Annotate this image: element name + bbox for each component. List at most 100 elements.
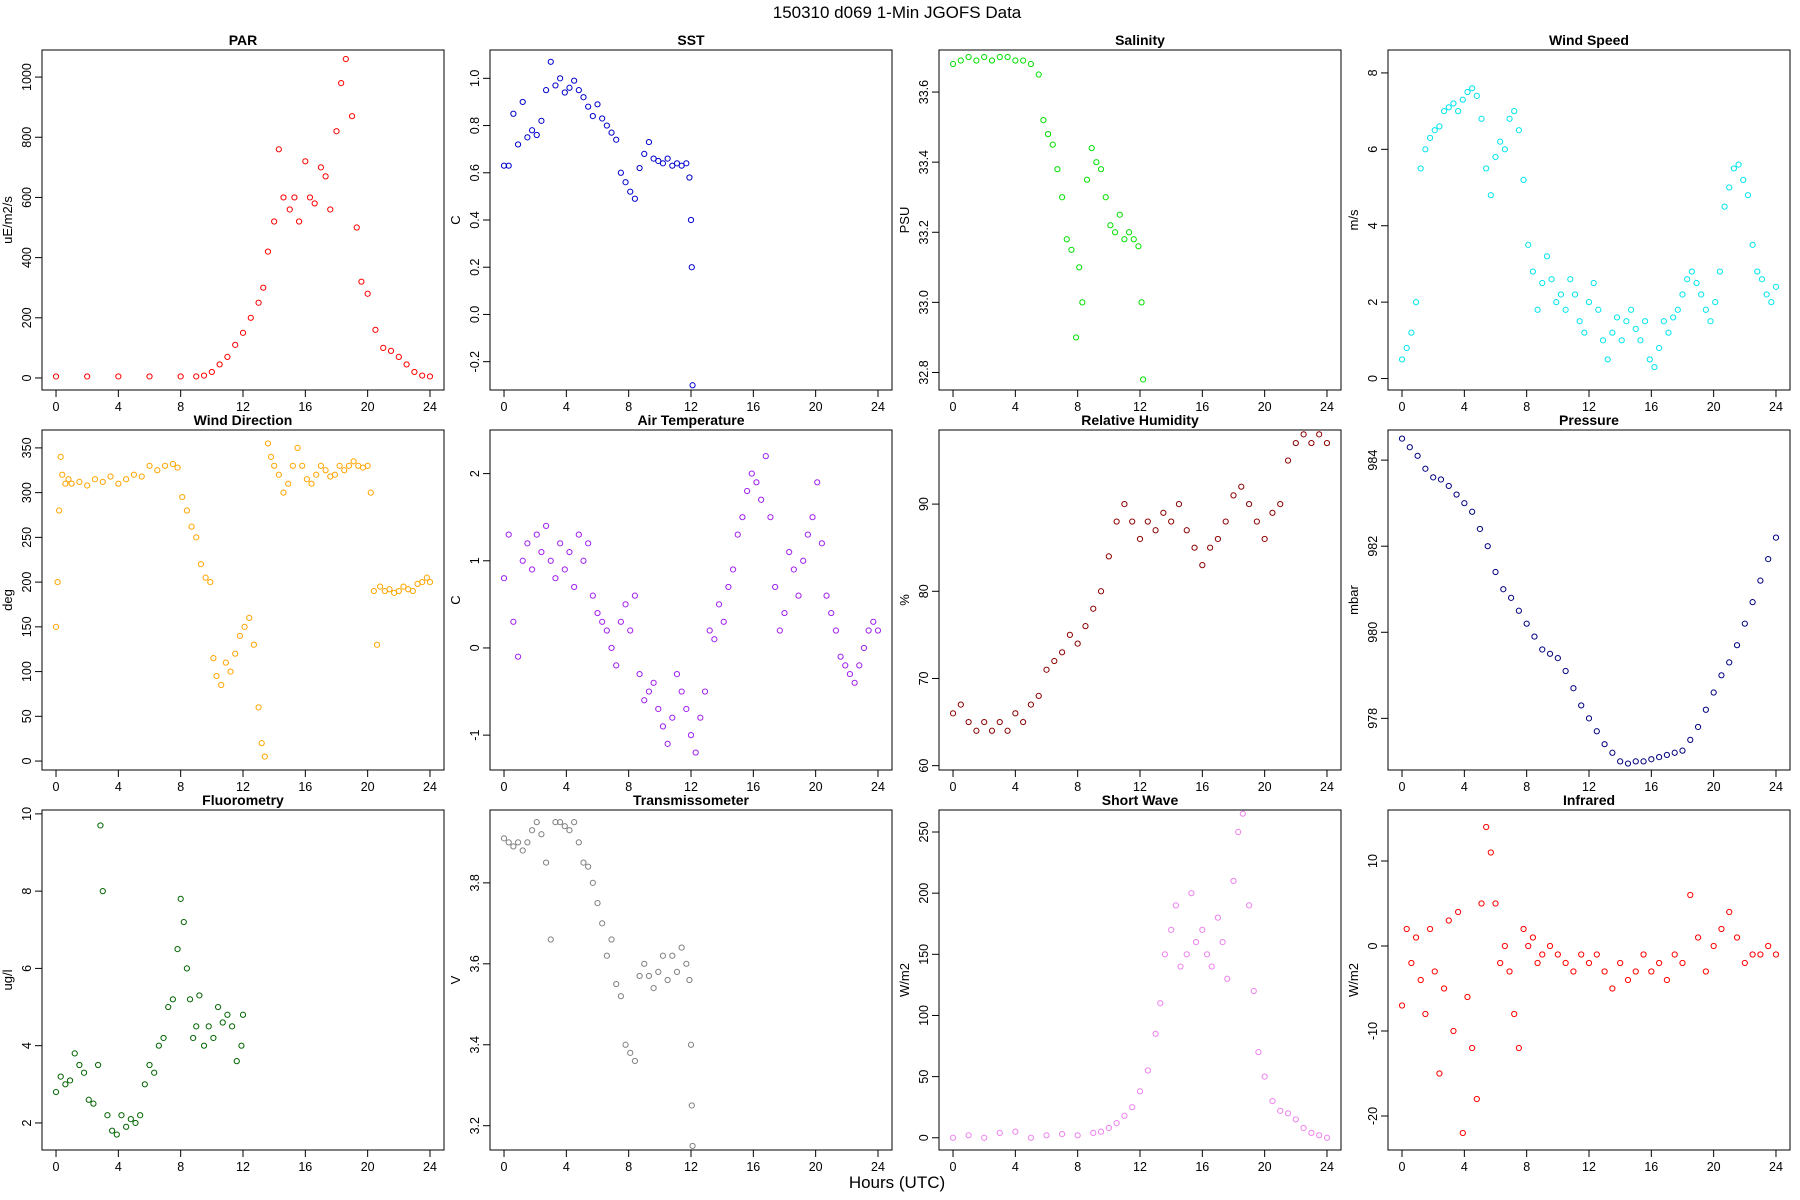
- data-point: [1175, 501, 1183, 508]
- y-tick-label: 0.4: [468, 211, 482, 228]
- data-point: [241, 623, 248, 630]
- data-point: [1578, 951, 1585, 958]
- data-point: [697, 714, 704, 721]
- data-point: [56, 507, 63, 514]
- data-point: [1702, 706, 1709, 713]
- data-point: [1219, 938, 1226, 946]
- data-point: [219, 1019, 226, 1026]
- x-tick-label: 4: [1461, 400, 1468, 414]
- y-tick-label: 0: [1366, 375, 1380, 382]
- x-tick-label: 24: [871, 1160, 885, 1174]
- data-point: [84, 482, 91, 489]
- x-tick-label: 4: [1461, 1160, 1468, 1174]
- data-point: [90, 1100, 97, 1107]
- y-tick-label: 4: [20, 1042, 34, 1049]
- data-point: [1224, 975, 1231, 982]
- data-point: [729, 566, 737, 573]
- data-point: [739, 514, 746, 521]
- data-point: [762, 453, 769, 460]
- data-point: [1459, 1129, 1466, 1137]
- data-point: [1177, 963, 1184, 970]
- data-point: [533, 819, 540, 826]
- data-point: [641, 960, 648, 967]
- data-point: [1245, 501, 1253, 508]
- data-point: [1469, 508, 1476, 515]
- data-point: [1292, 439, 1299, 447]
- data-point: [275, 146, 282, 153]
- data-point: [566, 84, 573, 91]
- data-point: [772, 583, 779, 591]
- data-point: [528, 127, 536, 134]
- x-tick-label: 20: [361, 400, 375, 414]
- data-point: [1674, 306, 1681, 313]
- data-point: [1043, 666, 1050, 673]
- data-point: [1740, 176, 1747, 183]
- data-point: [1507, 594, 1515, 601]
- data-point: [62, 480, 69, 487]
- data-point: [689, 382, 696, 389]
- data-point: [1585, 959, 1593, 967]
- data-point: [1125, 229, 1133, 236]
- data-point: [631, 592, 639, 599]
- data-point: [1590, 279, 1597, 287]
- data-point: [1554, 655, 1561, 662]
- data-point: [1277, 1107, 1284, 1114]
- data-point: [123, 1123, 130, 1130]
- data-point: [1694, 723, 1702, 731]
- data-point: [426, 373, 434, 380]
- y-tick-label: 2: [1366, 299, 1380, 306]
- data-point: [1624, 760, 1632, 767]
- data-point: [1408, 329, 1415, 336]
- x-tick-label: 16: [1195, 780, 1209, 794]
- data-point: [641, 697, 648, 704]
- data-point: [1656, 753, 1663, 761]
- data-point: [1707, 318, 1714, 325]
- data-point: [232, 650, 239, 657]
- plot-frame: [41, 429, 445, 771]
- data-point: [1679, 291, 1686, 298]
- data-point: [981, 1134, 988, 1141]
- data-point: [275, 471, 282, 478]
- data-point: [1484, 543, 1491, 550]
- y-tick-label: 60: [917, 759, 931, 773]
- data-point: [1203, 951, 1211, 958]
- data-point: [683, 160, 690, 167]
- data-point: [52, 373, 60, 380]
- data-point: [1431, 968, 1438, 975]
- x-tick-label: 4: [563, 1160, 570, 1174]
- data-point: [589, 592, 596, 599]
- data-point: [1601, 968, 1608, 975]
- data-point: [1238, 483, 1245, 490]
- y-tick-label: 100: [20, 661, 34, 682]
- data-point: [589, 113, 596, 120]
- data-point: [183, 507, 191, 514]
- data-point: [965, 53, 972, 61]
- data-point: [1136, 535, 1144, 543]
- data-point: [197, 561, 205, 568]
- data-point: [54, 579, 61, 586]
- data-point: [280, 194, 287, 201]
- x-tick-label: 24: [1320, 400, 1334, 414]
- data-point: [247, 314, 254, 321]
- data-point: [1623, 318, 1630, 325]
- data-point: [1422, 465, 1429, 472]
- data-point: [210, 655, 217, 662]
- data-point: [1136, 1088, 1144, 1095]
- data-point: [1235, 828, 1242, 836]
- data-point: [1520, 925, 1527, 933]
- y-axis-label: ug/l: [0, 969, 15, 990]
- data-point: [260, 284, 267, 291]
- data-point: [1027, 1134, 1035, 1141]
- data-point: [1511, 1010, 1518, 1018]
- data-point: [1066, 631, 1073, 638]
- y-tick-label: 33.2: [917, 220, 931, 244]
- x-tick-label: 0: [53, 1160, 60, 1174]
- data-point: [160, 1034, 167, 1042]
- data-point: [725, 583, 732, 591]
- x-tick-label: 20: [361, 780, 375, 794]
- data-point: [533, 531, 540, 538]
- data-point: [1090, 605, 1097, 612]
- x-tick-label: 16: [298, 400, 312, 414]
- data-point: [1515, 607, 1522, 614]
- data-point: [68, 480, 75, 487]
